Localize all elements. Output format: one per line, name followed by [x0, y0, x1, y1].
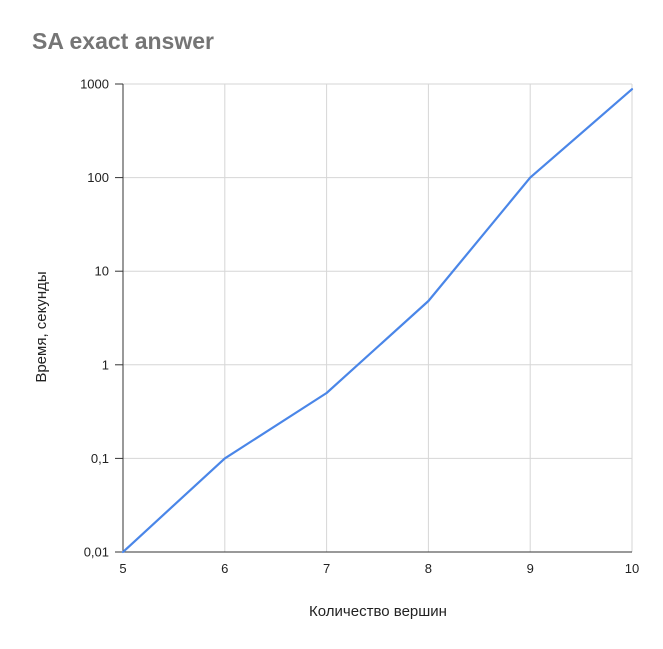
x-tick-label: 8 — [425, 561, 432, 576]
x-axis-title: Количество вершин — [309, 603, 447, 620]
axes — [115, 83, 632, 553]
x-tick-label: 7 — [323, 561, 330, 576]
x-tick-label: 10 — [625, 561, 639, 576]
x-tick-label: 6 — [221, 561, 228, 576]
y-axis-title: Время, секунды — [33, 271, 50, 382]
series-lines — [121, 88, 634, 554]
series-line — [121, 88, 634, 554]
y-tick-label: 10 — [95, 264, 109, 279]
grid-lines — [123, 83, 633, 552]
y-tick-label: 100 — [87, 170, 109, 185]
y-tick-label: 0,1 — [91, 451, 109, 466]
y-tick-label: 1 — [102, 357, 109, 372]
chart-title: SA exact answer — [32, 28, 214, 54]
y-tick-label: 0,01 — [84, 545, 109, 560]
y-tick-label: 1000 — [80, 77, 109, 92]
x-tick-label: 5 — [119, 561, 126, 576]
x-tick-label: 9 — [527, 561, 534, 576]
x-tick-labels: 5 6 7 8 9 10 — [119, 561, 639, 576]
y-tick-labels: 0,01 0,1 1 10 100 1000 — [80, 77, 109, 560]
